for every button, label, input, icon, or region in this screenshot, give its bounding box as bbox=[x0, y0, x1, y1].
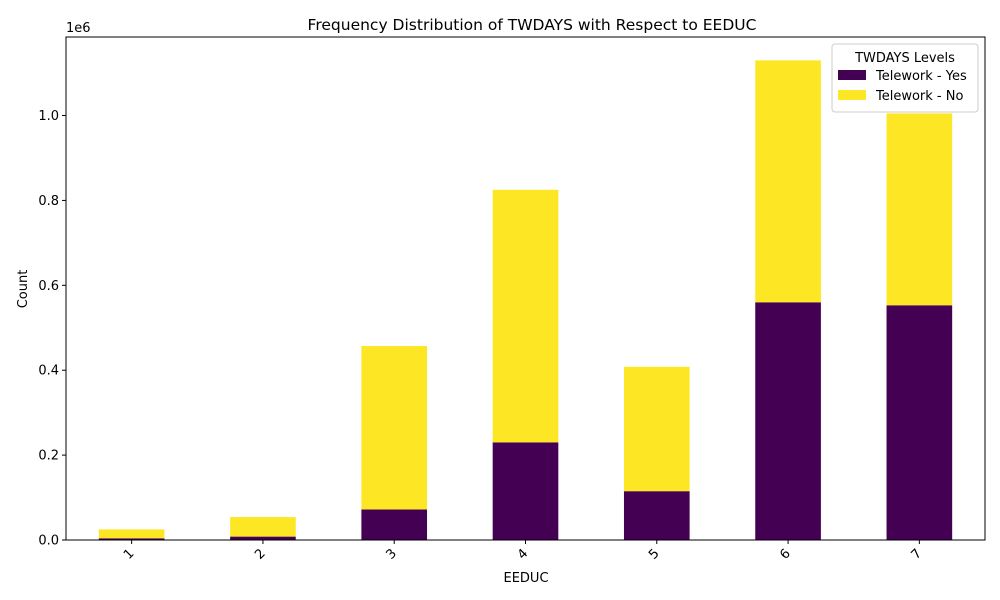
chart-title: Frequency Distribution of TWDAYS with Re… bbox=[308, 16, 757, 34]
y-tick-label: 0.6 bbox=[38, 279, 59, 294]
bar-telework-no-6 bbox=[755, 60, 821, 303]
bar-telework-yes-1 bbox=[98, 538, 165, 540]
legend-label-telework-no: Telework - No bbox=[875, 89, 963, 104]
bar-telework-no-5 bbox=[623, 366, 690, 492]
bar-telework-yes-3 bbox=[361, 509, 428, 540]
y-tick-label: 1.0 bbox=[38, 109, 59, 124]
bar-telework-no-7 bbox=[886, 113, 953, 306]
y-axis-title: Count bbox=[16, 270, 31, 309]
y-axis-ticks: 0.0 0.2 0.4 0.6 0.8 1.0 bbox=[38, 109, 66, 549]
legend: TWDAYS Levels Telework - Yes Telework - N… bbox=[831, 43, 979, 113]
legend-frame bbox=[831, 43, 979, 113]
plot-frame bbox=[65, 36, 986, 541]
bar-telework-yes-7 bbox=[886, 305, 953, 540]
y-tick-label: 0.8 bbox=[38, 194, 59, 209]
y-tick-label: 0.4 bbox=[38, 364, 59, 379]
legend-title: TWDAYS Levels bbox=[854, 51, 955, 66]
y-tick-label: 0.2 bbox=[38, 449, 59, 464]
bar-telework-no-2 bbox=[230, 517, 296, 537]
bar-telework-yes-4 bbox=[492, 442, 559, 540]
x-tick-label: 4 bbox=[515, 546, 531, 562]
x-tick-label: 1 bbox=[121, 546, 137, 562]
x-tick-label: 5 bbox=[646, 546, 662, 562]
y-offset-label: 1e6 bbox=[66, 21, 91, 36]
bar-telework-no-1 bbox=[98, 529, 165, 539]
legend-swatch-telework-yes bbox=[838, 70, 866, 80]
legend-label-telework-yes: Telework - Yes bbox=[875, 69, 967, 84]
bar-telework-yes-2 bbox=[230, 536, 296, 540]
y-tick-label: 0.0 bbox=[38, 534, 59, 549]
x-axis-ticks: 1 2 3 4 5 6 7 bbox=[121, 540, 925, 563]
x-tick-label: 7 bbox=[909, 546, 925, 562]
x-tick-label: 2 bbox=[252, 546, 268, 562]
x-tick-label: 3 bbox=[384, 546, 400, 562]
bar-telework-no-3 bbox=[361, 346, 428, 510]
bar-telework-no-4 bbox=[492, 189, 559, 443]
x-axis-title: EEDUC bbox=[503, 571, 548, 586]
bar-telework-yes-5 bbox=[623, 491, 690, 540]
legend-swatch-telework-no bbox=[838, 90, 866, 100]
bar-telework-yes-6 bbox=[755, 302, 821, 540]
bars-group bbox=[98, 60, 953, 540]
x-tick-label: 6 bbox=[777, 546, 793, 562]
